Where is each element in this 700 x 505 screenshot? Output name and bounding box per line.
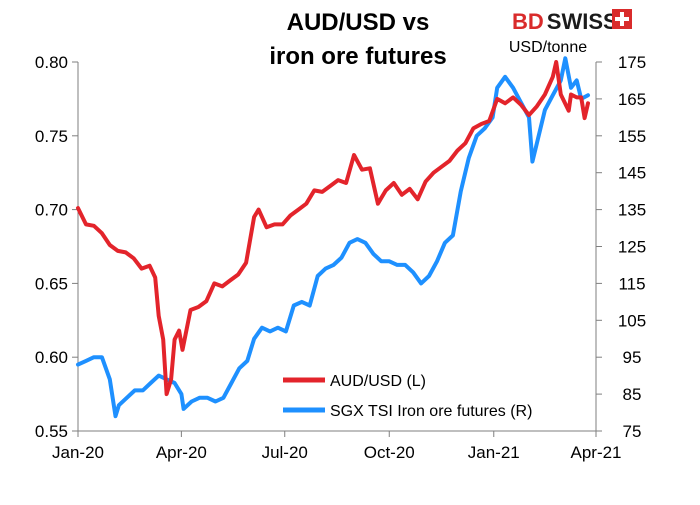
right-axis-unit: USD/tonne xyxy=(509,39,587,56)
left-axis-tick-label: 0.80 xyxy=(35,53,68,72)
right-axis-tick-label: 115 xyxy=(618,274,645,293)
right-axis-tick-label: 95 xyxy=(623,348,642,367)
brand-logo-swiss: SWISS xyxy=(547,9,618,34)
x-axis-tick-label: Jan-21 xyxy=(468,443,520,462)
legend-label-iron-ore: SGX TSI Iron ore futures (R) xyxy=(330,403,532,420)
x-axis-tick-label: Oct-20 xyxy=(364,443,415,462)
legend: AUD/USD (L) SGX TSI Iron ore futures (R) xyxy=(283,373,532,420)
right-axis-tick-label: 75 xyxy=(623,422,642,441)
legend-label-audusd: AUD/USD (L) xyxy=(330,373,426,390)
right-axis-tick-label: 145 xyxy=(618,164,646,183)
right-axis-tick-label: 105 xyxy=(618,311,646,330)
right-axis-tick-label: 165 xyxy=(618,90,646,109)
right-axis-tick-label: 125 xyxy=(618,238,646,257)
left-axis-tick-label: 0.75 xyxy=(35,127,68,146)
left-axis-tick-label: 0.65 xyxy=(35,274,68,293)
swiss-cross-icon-cross xyxy=(615,12,629,26)
right-axis-tick-label: 85 xyxy=(623,385,642,404)
right-axis-tick-label: 175 xyxy=(618,53,646,72)
series-line-iron-ore xyxy=(76,56,590,419)
axes: 0.55 0.60 0.65 0.70 0.75 0.80 75 85 95 105 115 125 1… xyxy=(35,53,646,462)
right-axis-tick-label: 155 xyxy=(618,127,646,146)
x-axis-tick-label: Apr-21 xyxy=(570,443,621,462)
series-line-audusd xyxy=(76,60,590,397)
brand-logo-bd: BD xyxy=(512,9,544,34)
left-axis-tick-label: 0.55 xyxy=(35,422,68,441)
left-axis-tick-label: 0.70 xyxy=(35,201,68,220)
x-axis-tick-label: Jul-20 xyxy=(262,443,308,462)
left-axis-tick-label: 0.60 xyxy=(35,348,68,367)
right-axis-tick-label: 135 xyxy=(618,201,646,220)
brand-logo: BD SWISS xyxy=(512,9,632,34)
series-layer xyxy=(76,56,590,419)
chart-title-line-1: AUD/USD vs xyxy=(287,9,430,36)
chart-title-line-2: iron ore futures xyxy=(269,43,446,70)
x-axis-tick-label: Jan-20 xyxy=(52,443,104,462)
x-axis-tick-label: Apr-20 xyxy=(156,443,207,462)
